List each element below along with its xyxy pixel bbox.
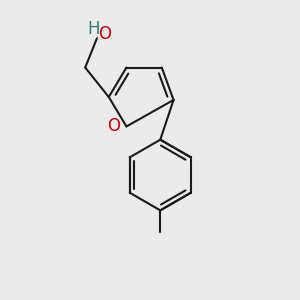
Text: O: O — [107, 117, 120, 135]
Text: O: O — [98, 25, 111, 43]
Text: H: H — [87, 20, 99, 38]
